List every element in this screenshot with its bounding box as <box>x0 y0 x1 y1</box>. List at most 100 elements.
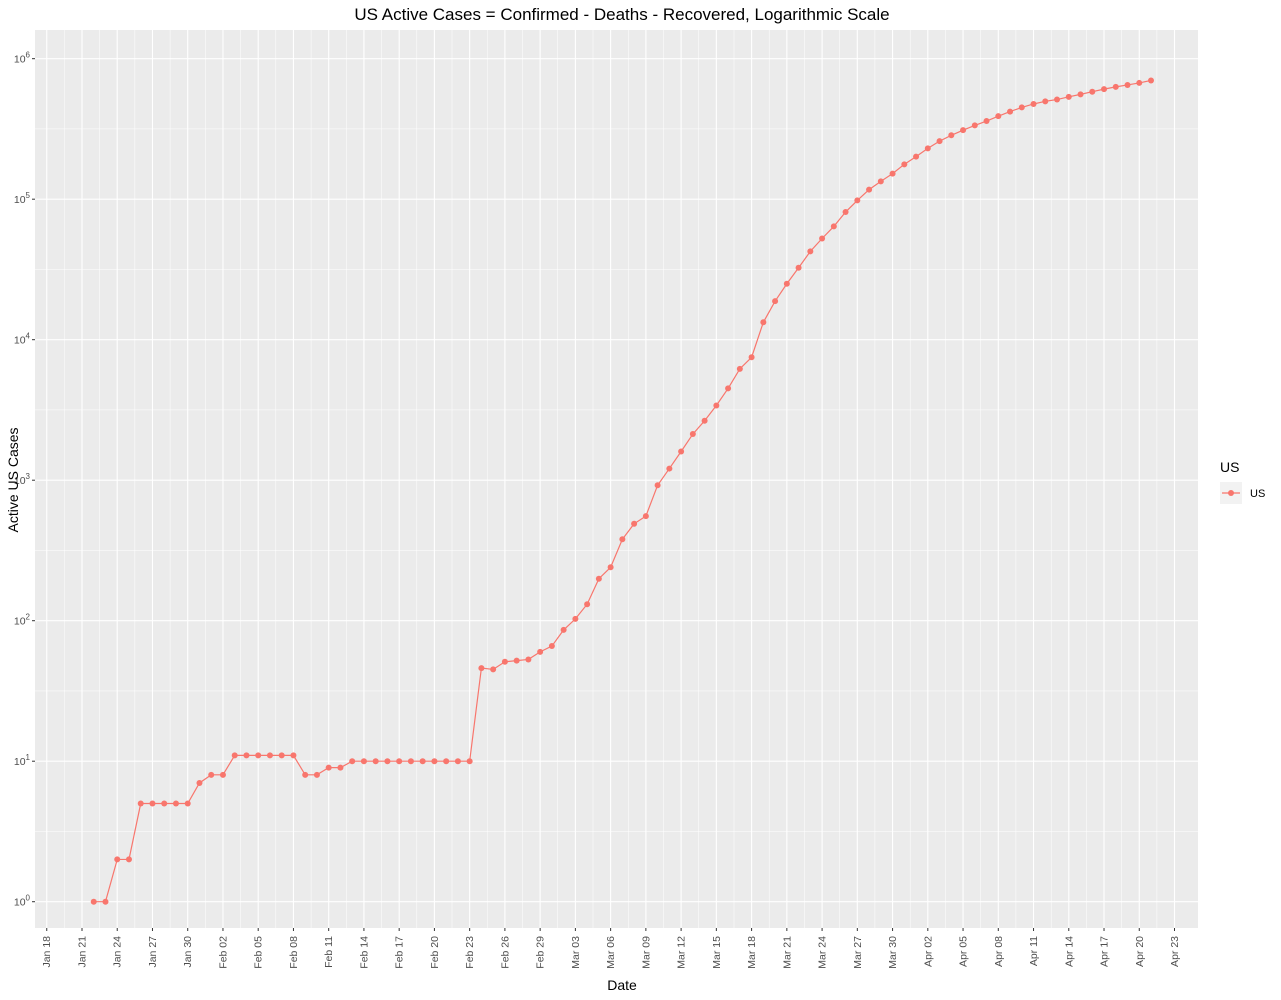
data-point <box>854 197 861 204</box>
data-point <box>313 771 320 778</box>
data-point <box>90 898 97 905</box>
x-tick-label: Feb 20 <box>429 936 441 969</box>
x-tick-label: Apr 23 <box>1169 936 1181 967</box>
data-point <box>196 779 203 786</box>
x-tick-label: Feb 17 <box>394 936 406 969</box>
y-tick-label: 103 <box>14 472 31 487</box>
data-point <box>243 752 250 759</box>
data-point <box>125 856 132 863</box>
x-tick-label: Apr 05 <box>958 936 970 967</box>
data-point <box>161 800 168 807</box>
data-point <box>1101 86 1108 93</box>
y-tick-label: 106 <box>14 51 31 66</box>
data-point <box>266 752 273 759</box>
x-tick-label: Feb 05 <box>253 936 265 969</box>
x-tick-label: Mar 24 <box>817 936 829 969</box>
data-point <box>830 223 837 230</box>
x-tick-label: Apr 11 <box>1028 936 1040 966</box>
data-point <box>478 665 485 672</box>
x-tick-label: Feb 23 <box>464 936 476 969</box>
data-point <box>948 132 955 139</box>
data-point <box>631 520 638 527</box>
x-tick-label: Mar 06 <box>605 936 617 969</box>
data-point <box>384 758 391 765</box>
y-tick-label: 105 <box>14 191 31 206</box>
data-point <box>760 319 767 326</box>
x-tick-label: Feb 29 <box>535 936 547 969</box>
data-point <box>537 648 544 655</box>
data-point <box>748 354 755 361</box>
data-point <box>772 298 779 305</box>
data-point <box>725 385 732 392</box>
data-point <box>960 127 967 134</box>
data-point <box>431 758 438 765</box>
chart-title: US Active Cases = Confirmed - Deaths - R… <box>354 5 889 24</box>
x-axis-label: Date <box>607 977 637 993</box>
data-point <box>666 465 673 472</box>
data-point <box>219 771 226 778</box>
data-point <box>1077 91 1084 98</box>
data-point <box>889 170 896 177</box>
y-tick-label: 104 <box>14 332 31 347</box>
x-tick-label: Feb 26 <box>499 936 511 969</box>
data-point <box>278 752 285 759</box>
data-point <box>1124 81 1131 88</box>
x-tick-label: Mar 27 <box>852 936 864 969</box>
data-point <box>1018 104 1025 111</box>
data-point <box>584 601 591 608</box>
data-point <box>783 280 790 287</box>
data-point <box>901 161 908 168</box>
data-point <box>619 536 626 543</box>
x-tick-label: Jan 24 <box>112 936 124 968</box>
data-point <box>548 643 555 650</box>
x-tick-label: Apr 02 <box>922 936 934 967</box>
data-point <box>525 656 532 663</box>
x-tick-label: Apr 17 <box>1099 936 1111 967</box>
data-point <box>1007 108 1014 115</box>
data-point <box>172 800 179 807</box>
data-point <box>713 402 720 409</box>
data-point <box>595 575 602 582</box>
series-layer <box>90 77 1155 905</box>
data-point <box>302 771 309 778</box>
data-point <box>396 758 403 765</box>
x-tick-label: Apr 14 <box>1063 936 1075 967</box>
data-point <box>572 615 579 622</box>
data-point <box>701 417 708 424</box>
x-tick-label: Feb 14 <box>358 936 370 969</box>
data-point <box>1148 77 1155 84</box>
data-point <box>290 752 297 759</box>
data-point <box>231 752 238 759</box>
data-point <box>325 764 332 771</box>
x-tick-label: Feb 02 <box>217 936 229 969</box>
data-point <box>419 758 426 765</box>
data-point <box>407 758 414 765</box>
x-tick-label: Mar 15 <box>711 936 723 969</box>
data-point <box>877 178 884 185</box>
data-point <box>513 657 520 664</box>
data-point <box>995 113 1002 120</box>
data-point <box>983 118 990 125</box>
data-point <box>795 264 802 271</box>
x-tick-label: Feb 08 <box>288 936 300 969</box>
data-point <box>678 448 685 455</box>
x-tick-label: Jan 18 <box>41 936 53 968</box>
data-point <box>607 564 614 571</box>
data-point <box>807 248 814 255</box>
data-point <box>654 482 661 489</box>
x-tick-label: Apr 20 <box>1134 936 1146 967</box>
x-tick-label: Mar 12 <box>676 936 688 969</box>
x-tick-label: Mar 30 <box>887 936 899 969</box>
data-point <box>349 758 356 765</box>
data-point <box>736 365 743 372</box>
data-point <box>1042 98 1049 105</box>
data-point <box>1065 93 1072 100</box>
plot-panel <box>35 30 1198 928</box>
y-tick-label: 102 <box>14 613 31 628</box>
legend-entry-us: US <box>1250 488 1265 500</box>
grid-minor <box>35 30 1198 928</box>
data-point <box>255 752 262 759</box>
data-point <box>1136 79 1143 86</box>
x-tick-label: Mar 21 <box>781 936 793 969</box>
